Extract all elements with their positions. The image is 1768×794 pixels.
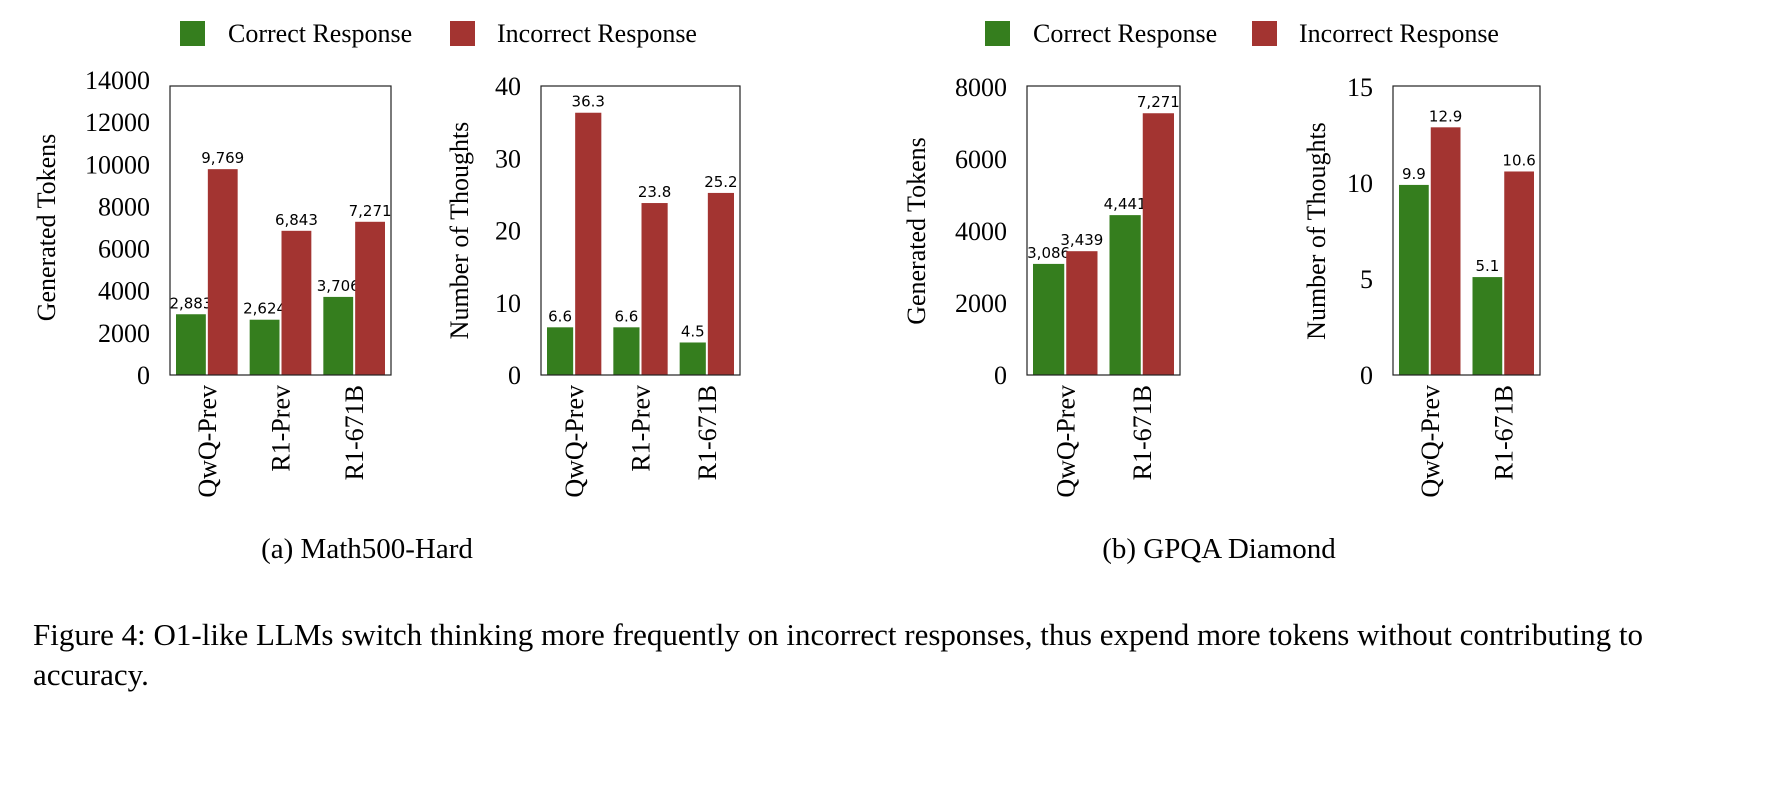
bar-incorrect [575, 112, 602, 376]
data-label: 6.6 [548, 307, 572, 325]
bar-correct [679, 342, 706, 375]
data-label: 4.5 [681, 322, 705, 340]
x-tick-label: R1-671B [1128, 385, 1157, 480]
bar-incorrect [1504, 171, 1534, 375]
data-label: 12.9 [1429, 107, 1462, 125]
bar-incorrect [281, 230, 312, 375]
bar-correct [249, 319, 280, 375]
data-label: 3,706 [317, 277, 360, 295]
y-tick-label: 14000 [85, 66, 150, 95]
bar-correct [1472, 277, 1503, 375]
data-label: 2,624 [243, 300, 286, 318]
y-tick-label: 0 [1360, 361, 1373, 390]
x-tick-label: QwQ-Prev [560, 385, 589, 498]
x-tick-label: R1-671B [693, 385, 722, 480]
y-tick-label: 8000 [955, 73, 1007, 102]
data-label: 25.2 [704, 173, 737, 191]
legend-label-correct: Correct Response [228, 19, 412, 48]
legend-label-incorrect: Incorrect Response [497, 19, 697, 48]
x-tick-label: R1-671B [1489, 385, 1518, 480]
bar-correct [323, 296, 354, 375]
bar-incorrect [1066, 251, 1098, 375]
data-label: 36.3 [572, 93, 605, 111]
y-axis-label: Generated Tokens [32, 134, 61, 322]
y-tick-label: 10 [495, 289, 521, 318]
bar-correct [613, 327, 640, 375]
data-label: 2,883 [169, 294, 212, 312]
y-tick-label: 0 [508, 361, 521, 390]
x-tick-label: QwQ-Prev [193, 385, 222, 498]
y-axis-label: Number of Thoughts [1302, 122, 1331, 340]
data-label: 23.8 [638, 183, 671, 201]
data-label: 7,271 [1137, 93, 1180, 111]
legend-swatch-correct [180, 21, 205, 46]
x-tick-label: QwQ-Prev [1051, 385, 1080, 498]
data-label: 5.1 [1475, 257, 1499, 275]
plot-frame [540, 85, 741, 376]
data-label: 7,271 [349, 202, 392, 220]
y-tick-label: 4000 [955, 217, 1007, 246]
bar-correct [1399, 184, 1429, 375]
legend-label-incorrect: Incorrect Response [1299, 19, 1499, 48]
data-label: 6.6 [614, 307, 638, 325]
y-tick-label: 4000 [98, 277, 150, 306]
bar-incorrect [641, 203, 668, 375]
bar-incorrect [707, 192, 734, 375]
y-tick-label: 12000 [85, 108, 150, 137]
legend-label-correct: Correct Response [1033, 19, 1217, 48]
data-label: 6,843 [275, 211, 318, 229]
bar-incorrect [1430, 127, 1461, 375]
y-tick-label: 6000 [955, 145, 1007, 174]
plot-frame [1392, 85, 1541, 376]
y-tick-label: 0 [137, 361, 150, 390]
bar-correct [547, 327, 574, 375]
y-tick-label: 5 [1360, 265, 1373, 294]
bar-incorrect [1142, 113, 1174, 375]
data-label: 9.9 [1402, 165, 1426, 183]
x-tick-label: R1-Prev [627, 385, 656, 472]
y-tick-label: 2000 [98, 319, 150, 348]
subcaption-a: (a) Math500-Hard [261, 533, 473, 565]
y-tick-label: 30 [495, 144, 521, 173]
legend-swatch-incorrect [450, 21, 475, 46]
bar-incorrect [355, 221, 385, 375]
plot-frame [169, 85, 392, 376]
bar-correct [176, 314, 206, 375]
plot-frame [1026, 85, 1181, 376]
y-tick-label: 10000 [85, 150, 150, 179]
y-tick-label: 2000 [955, 289, 1007, 318]
subcaption-b: (b) GPQA Diamond [1102, 533, 1336, 565]
legend-swatch-correct [985, 21, 1010, 46]
data-label: 10.6 [1502, 151, 1535, 169]
y-tick-label: 40 [495, 72, 521, 101]
data-label: 3,086 [1027, 244, 1070, 262]
legend-swatch-incorrect [1252, 21, 1277, 46]
y-tick-label: 8000 [98, 192, 150, 221]
bar-correct [1033, 263, 1065, 375]
figure-caption: Figure 4: O1-like LLMs switch thinking m… [33, 617, 1643, 692]
data-label: 9,769 [201, 149, 244, 167]
x-tick-label: R1-671B [340, 385, 369, 480]
y-tick-label: 10 [1347, 169, 1373, 198]
y-axis-label: Generated Tokens [902, 137, 931, 325]
x-tick-label: QwQ-Prev [1416, 385, 1445, 498]
x-tick-label: R1-Prev [267, 385, 296, 472]
y-tick-label: 6000 [98, 235, 150, 264]
data-label: 3,439 [1060, 231, 1103, 249]
y-tick-label: 0 [994, 361, 1007, 390]
bar-incorrect [207, 169, 238, 375]
y-tick-label: 20 [495, 217, 521, 246]
y-tick-label: 15 [1347, 73, 1373, 102]
data-label: 4,441 [1104, 195, 1147, 213]
bar-correct [1109, 215, 1141, 375]
y-axis-label: Number of Thoughts [445, 122, 474, 340]
